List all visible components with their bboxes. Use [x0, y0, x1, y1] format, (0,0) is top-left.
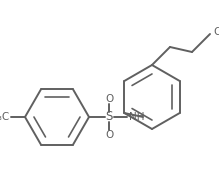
Text: NH: NH	[129, 112, 145, 122]
Text: O: O	[105, 94, 113, 104]
Text: CH₃: CH₃	[213, 27, 219, 37]
Text: S: S	[105, 111, 113, 124]
Text: O: O	[105, 130, 113, 140]
Text: H₃C: H₃C	[0, 112, 9, 122]
